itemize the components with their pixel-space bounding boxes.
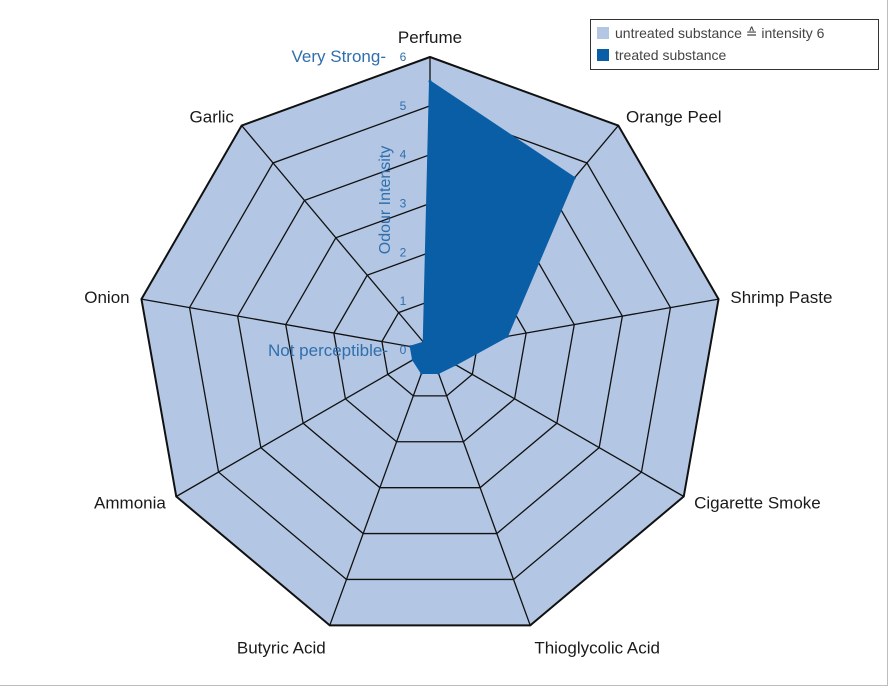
not-perceptible-annotation: Not perceptible- <box>268 341 388 360</box>
tick-label-0: 0 <box>400 343 407 357</box>
category-labels: Perfume Orange Peel Shrimp Paste Cigarette … <box>84 28 832 657</box>
grid-ring-3 <box>285 202 575 489</box>
legend-label-treated: treated substance <box>615 47 727 63</box>
legend-swatch-untreated <box>597 27 609 39</box>
category-label-8: Garlic <box>190 107 235 126</box>
tick-label-5: 5 <box>400 99 407 113</box>
treated-point-5 <box>420 371 424 375</box>
category-label-4: Thioglycolic Acid <box>534 638 660 657</box>
tick-label-3: 3 <box>400 197 407 211</box>
category-label-7: Onion <box>84 288 129 307</box>
category-label-0: Perfume <box>398 28 462 47</box>
spoke-6 <box>175 349 431 498</box>
grid-ring-5 <box>188 105 672 581</box>
category-label-2: Shrimp Paste <box>730 288 832 307</box>
tick-label-4: 4 <box>400 148 407 162</box>
tick-labels: 0 1 2 3 4 5 6 <box>400 50 407 357</box>
legend-swatch-treated <box>597 49 609 61</box>
spoke-7 <box>141 298 431 351</box>
treated-point-6 <box>411 358 415 362</box>
treated-point-2 <box>505 334 509 338</box>
spoke-4 <box>429 349 531 626</box>
category-label-5: Butyric Acid <box>237 638 326 657</box>
treated-series-layer <box>409 79 576 375</box>
category-label-1: Orange Peel <box>626 107 721 126</box>
axis-title: Odour Intensity <box>377 146 394 255</box>
legend-label-untreated: untreated substance ≙ intensity 6 <box>615 24 825 41</box>
very-strong-annotation: Very Strong- <box>292 47 387 66</box>
treated-point-3 <box>453 363 457 367</box>
spoke-8 <box>241 125 431 351</box>
legend-item-treated: treated substance <box>597 44 872 66</box>
legend-item-untreated: untreated substance ≙ intensity 6 <box>597 22 872 44</box>
spoke-5 <box>329 349 431 626</box>
category-label-3: Cigarette Smoke <box>694 494 821 513</box>
tick-label-6: 6 <box>400 50 407 64</box>
treated-point-0 <box>428 79 432 83</box>
category-label-6: Ammonia <box>94 494 166 513</box>
spoke-3 <box>429 349 685 498</box>
treated-point-8 <box>422 341 426 345</box>
legend: untreated substance ≙ intensity 6 treate… <box>590 19 879 70</box>
treated-point-7 <box>409 345 413 349</box>
chart-frame <box>0 0 888 686</box>
treated-point-4 <box>436 371 440 375</box>
tick-label-2: 2 <box>400 245 407 259</box>
tick-label-1: 1 <box>400 294 407 308</box>
treated-point-1 <box>572 176 576 180</box>
treated-series-area <box>409 80 576 374</box>
grid-ring-4 <box>236 153 624 535</box>
